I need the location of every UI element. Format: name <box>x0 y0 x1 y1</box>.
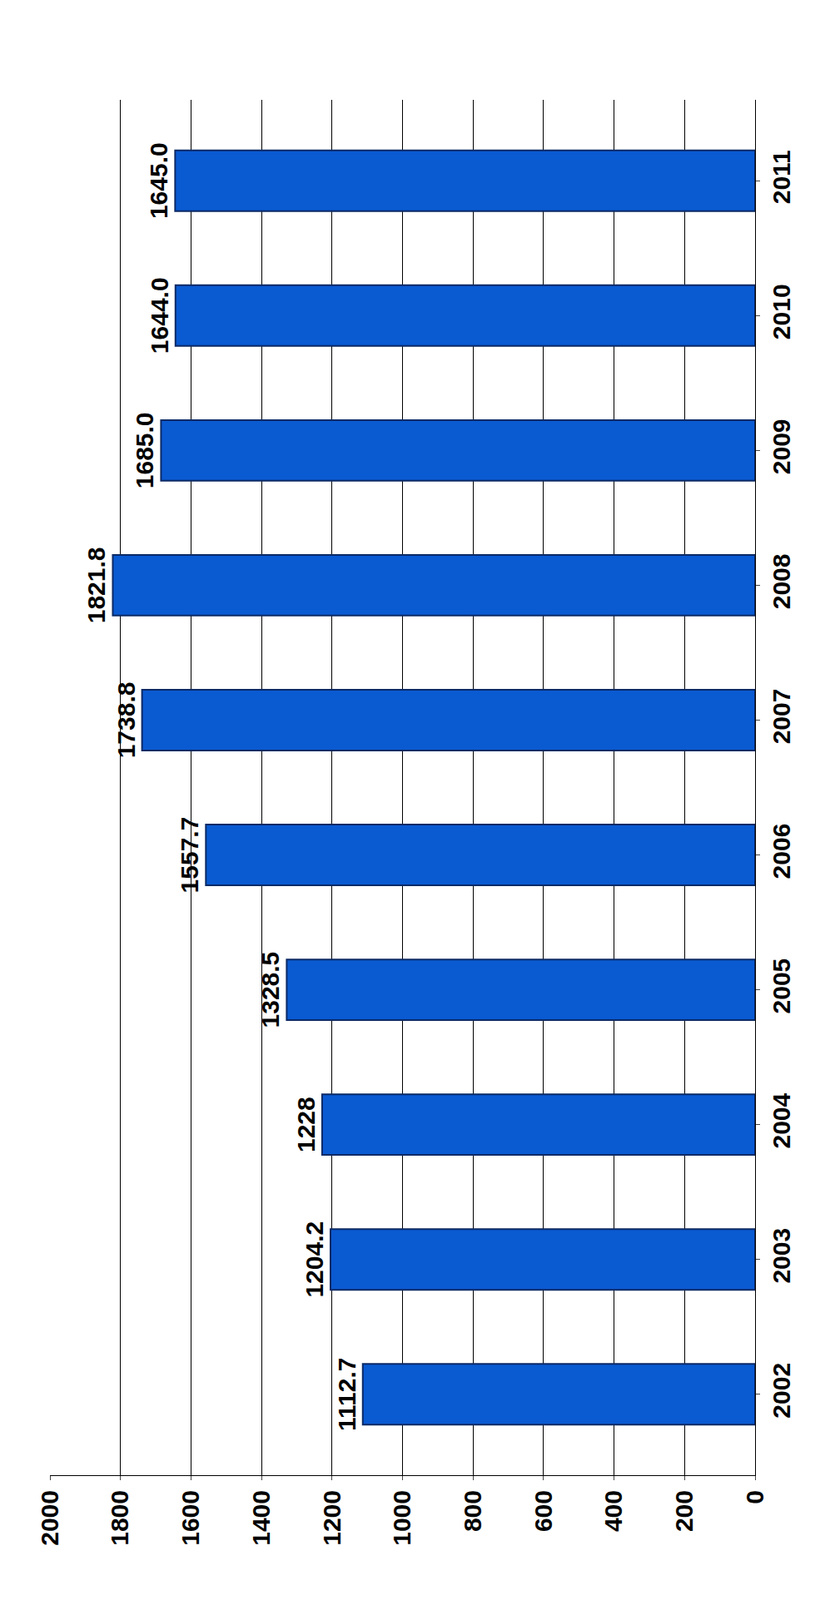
svg-text:2002: 2002 <box>767 1363 796 1420</box>
svg-text:2005: 2005 <box>767 959 796 1015</box>
svg-text:1600: 1600 <box>176 1491 204 1547</box>
svg-text:1644.0: 1644.0 <box>145 277 174 354</box>
svg-text:2006: 2006 <box>767 824 796 880</box>
svg-text:1400: 1400 <box>247 1491 275 1547</box>
svg-text:2011: 2011 <box>767 149 796 204</box>
svg-text:1645.0: 1645.0 <box>144 142 173 219</box>
svg-text:0: 0 <box>740 1491 769 1506</box>
svg-text:800: 800 <box>458 1491 487 1533</box>
svg-text:1328.5: 1328.5 <box>256 952 284 1029</box>
svg-text:2003: 2003 <box>767 1228 796 1285</box>
svg-text:1557.7: 1557.7 <box>175 817 204 895</box>
svg-text:2007: 2007 <box>767 689 796 746</box>
svg-text:400: 400 <box>599 1491 627 1533</box>
svg-text:1738.8: 1738.8 <box>112 682 140 760</box>
svg-text:1228: 1228 <box>292 1097 320 1154</box>
svg-text:200: 200 <box>670 1491 698 1533</box>
svg-text:1800: 1800 <box>105 1491 134 1547</box>
svg-text:2004: 2004 <box>767 1093 796 1149</box>
svg-text:600: 600 <box>529 1491 557 1533</box>
svg-text:2000: 2000 <box>35 1491 64 1547</box>
svg-text:2010: 2010 <box>767 283 796 340</box>
svg-text:1000: 1000 <box>387 1491 416 1547</box>
svg-text:1200: 1200 <box>318 1491 346 1547</box>
svg-text:1821.8: 1821.8 <box>82 547 110 625</box>
svg-text:1685.0: 1685.0 <box>130 412 159 489</box>
svg-text:1112.7: 1112.7 <box>332 1358 361 1432</box>
svg-text:2008: 2008 <box>767 554 796 611</box>
svg-text:2009: 2009 <box>767 418 796 475</box>
svg-text:1204.2: 1204.2 <box>300 1222 329 1299</box>
